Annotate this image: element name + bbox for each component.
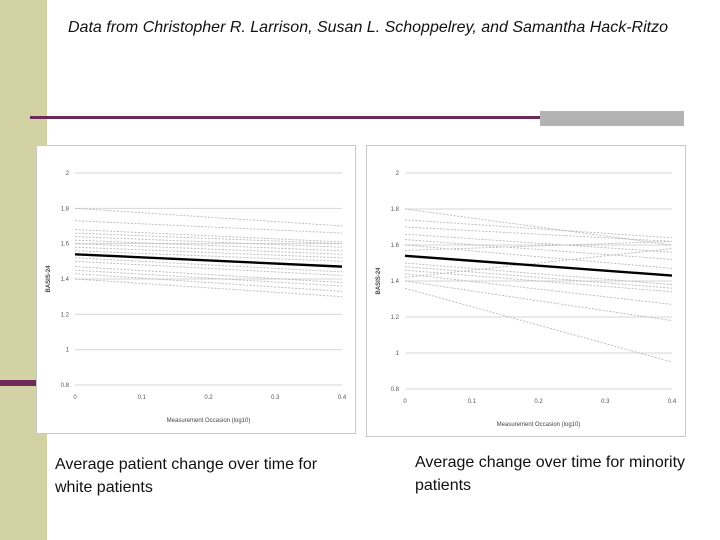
patient-line <box>404 280 673 322</box>
divider-block <box>540 111 684 126</box>
y-tick-label: 1.4 <box>391 279 400 285</box>
patient-line <box>74 232 343 245</box>
y-tick-label: 1.6 <box>61 242 70 248</box>
patient-line <box>404 240 673 251</box>
patient-line <box>404 239 673 260</box>
x-tick-label: 0.2 <box>534 399 543 405</box>
patient-line <box>74 243 343 255</box>
y-tick-label: 1.4 <box>61 277 70 283</box>
y-tick-label: 2 <box>396 171 400 177</box>
title-divider <box>30 116 540 119</box>
y-tick-label: 0.8 <box>391 387 400 393</box>
x-axis-title: Measurement Occasion (log10) <box>497 422 581 428</box>
chart-left: 0.8 1 1.2 1.4 1.6 1.8 2 0 0.1 0.2 0.3 0.4 Measuremen… <box>46 171 347 424</box>
chart-right: 0.8 1 1.2 1.4 1.6 1.8 2 0 0.1 0.2 0.3 0.4 Measuremen… <box>376 171 677 428</box>
patient-line <box>404 208 673 246</box>
patient-line <box>404 219 673 239</box>
average-line <box>404 254 673 277</box>
x-tick-label: 0 <box>73 395 77 401</box>
x-tick-label: 0.4 <box>668 399 677 405</box>
patient-line <box>74 236 343 248</box>
patient-line <box>404 262 673 286</box>
patient-line <box>404 266 673 289</box>
y-tick-label: 1.2 <box>391 315 400 321</box>
patient-line <box>74 220 343 234</box>
x-tick-label: 0.3 <box>601 399 610 405</box>
x-tick-label: 0.4 <box>338 395 347 401</box>
caption-left: Average patient change over time for whi… <box>55 456 318 496</box>
patient-line <box>74 266 343 283</box>
x-tick-label: 0.1 <box>468 399 477 405</box>
y-tick-label: 1 <box>396 351 400 357</box>
y-tick-label: 1.6 <box>391 243 400 249</box>
x-axis-title: Measurement Occasion (log10) <box>167 418 251 424</box>
patient-line <box>74 246 343 259</box>
x-tick-label: 0 <box>403 399 407 405</box>
patient-line <box>74 269 343 287</box>
y-axis-title: BASIS-24 <box>376 267 382 295</box>
patient-line <box>74 278 343 298</box>
patient-line <box>74 229 343 243</box>
patient-line <box>74 273 343 292</box>
slide-title: Data from Christopher R. Larrison, Susan… <box>68 19 668 36</box>
patient-line <box>404 273 673 305</box>
x-tick-label: 0.2 <box>204 395 213 401</box>
y-tick-label: 0.8 <box>61 383 70 389</box>
y-tick-label: 1.8 <box>391 207 400 213</box>
patient-line <box>404 233 673 253</box>
average-line <box>74 253 343 268</box>
patient-line <box>404 226 673 242</box>
patient-line <box>404 248 673 278</box>
x-tick-label: 0.3 <box>271 395 280 401</box>
patient-line <box>74 207 343 227</box>
patient-line <box>74 250 343 262</box>
y-tick-label: 1 <box>66 348 70 354</box>
patient-line <box>404 269 673 293</box>
y-tick-label: 2 <box>66 171 70 177</box>
patient-line <box>74 260 343 276</box>
patient-line <box>74 239 343 252</box>
patient-line <box>404 244 673 269</box>
y-tick-label: 1.2 <box>61 312 70 318</box>
chart-panel-left: 0.8 1 1.2 1.4 1.6 1.8 2 0 0.1 0.2 0.3 0.4 Measuremen… <box>36 145 356 434</box>
patient-line <box>404 287 673 363</box>
caption-right: Average change over time for minority pa… <box>415 454 686 494</box>
y-axis-title: BASIS-24 <box>46 265 52 293</box>
chart-panel-right: 0.8 1 1.2 1.4 1.6 1.8 2 0 0.1 0.2 0.3 0.4 Measuremen… <box>366 145 686 437</box>
patient-line <box>74 257 343 273</box>
x-tick-label: 0.1 <box>138 395 147 401</box>
sidebar-notch <box>0 380 47 386</box>
y-tick-label: 1.8 <box>61 206 70 212</box>
